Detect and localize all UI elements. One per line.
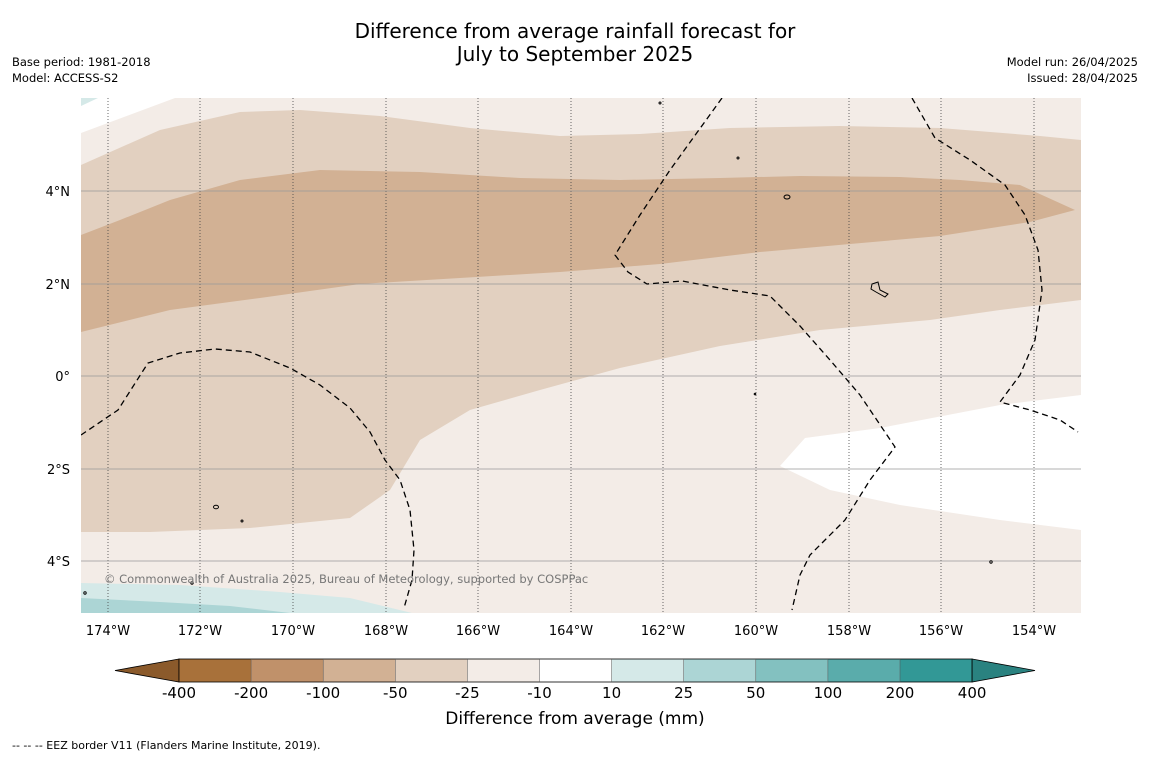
colorbar-segment	[323, 659, 396, 682]
colorbar-segment	[395, 659, 468, 682]
colorbar-tick-label: -50	[383, 684, 408, 702]
colorbar-segment	[467, 659, 540, 682]
longitude-label: 162°W	[641, 624, 685, 639]
eez-borders	[81, 98, 1079, 611]
colorbar-tick-label: 25	[674, 684, 694, 702]
island-2	[213, 504, 219, 510]
contour-band-25-50	[81, 598, 290, 613]
island-4	[658, 101, 662, 105]
longitude-label: 154°W	[1012, 624, 1056, 639]
island-6	[240, 519, 244, 523]
model-text: Model: ACCESS-S2	[12, 71, 119, 85]
longitude-label: 164°W	[549, 624, 593, 639]
colorbar-extend-low	[114, 658, 180, 683]
colorbar-segment	[755, 659, 828, 682]
copyright-text: © Commonwealth of Australia 2025, Bureau…	[104, 572, 588, 586]
colorbar	[114, 658, 1036, 683]
latitude-label: 2°N	[46, 278, 71, 293]
island-3	[870, 281, 889, 298]
chart-title-line-1: Difference from average rainfall forecas…	[354, 19, 796, 43]
colorbar-segment	[539, 659, 612, 682]
islands	[83, 101, 993, 595]
colorbar-title: Difference from average (mm)	[445, 709, 705, 729]
meta-right: Model run: 26/04/2025 Issued: 28/04/2025	[1007, 54, 1138, 86]
gridlines	[81, 98, 1081, 613]
colorbar-tick-label: -400	[161, 684, 197, 702]
colorbar-segment	[900, 659, 973, 682]
eez-border-east	[911, 98, 1079, 433]
longitude-label: 160°W	[734, 624, 778, 639]
colorbar-segment	[683, 659, 756, 682]
longitude-label: 168°W	[364, 624, 408, 639]
island-7	[190, 581, 194, 585]
island-8	[83, 591, 87, 595]
colorbar-tick-label: -200	[234, 684, 269, 702]
latitude-labels: 4°N 2°N 0° 2°S 4°S	[46, 185, 71, 570]
island-10	[753, 392, 757, 396]
eez-border-central	[614, 98, 896, 611]
colorbar-segment	[179, 659, 252, 682]
colorbar-extend-high	[971, 658, 1036, 683]
longitude-label: 174°W	[86, 624, 130, 639]
longitude-label: 172°W	[178, 624, 222, 639]
colorbar-border	[178, 658, 973, 683]
contour-band-10-25-corner	[81, 98, 98, 106]
colorbar-tick-label: -100	[306, 684, 341, 702]
colorbar-tick-label: 50	[746, 684, 766, 702]
longitude-label: 170°W	[271, 624, 315, 639]
eez-border-west	[81, 348, 415, 609]
base-period-text: Base period: 1981-2018	[12, 55, 151, 69]
longitude-labels: 174°W 172°W 170°W 168°W 166°W 164°W 162°W 160°W…	[86, 624, 1056, 639]
footnote: -- -- -- EEZ border V11 (Flanders Marine…	[12, 739, 321, 752]
latitude-label: 4°S	[47, 555, 70, 570]
island-1	[783, 194, 791, 200]
island-9	[989, 560, 993, 564]
colorbar-segment	[251, 659, 324, 682]
latitude-label: 4°N	[46, 185, 71, 200]
latitude-label: 0°	[55, 370, 70, 385]
colorbar-segment	[611, 659, 684, 682]
colorbar-tick-label: 400	[957, 684, 987, 702]
chart-title-line-2: July to September 2025	[456, 42, 694, 66]
map-contours: © Commonwealth of Australia 2025, Bureau…	[81, 98, 1081, 613]
colorbar-tick-label: -25	[455, 684, 480, 702]
colorbar-segment	[827, 659, 900, 682]
colorbar-tick-label: 100	[813, 684, 843, 702]
longitude-label: 166°W	[456, 624, 500, 639]
meta-left: Base period: 1981-2018 Model: ACCESS-S2	[12, 54, 151, 86]
colorbar-tick-label: 200	[885, 684, 915, 702]
latitude-label: 2°S	[47, 463, 70, 478]
longitude-label: 158°W	[827, 624, 871, 639]
model-run-text: Model run: 26/04/2025	[1006, 55, 1138, 69]
contour-band-100-50	[81, 170, 1075, 332]
issued-text: Issued: 28/04/2025	[1027, 71, 1138, 85]
colorbar-tick-label: -10	[527, 684, 552, 702]
longitude-label: 156°W	[919, 624, 963, 639]
island-5	[736, 156, 740, 160]
colorbar-tick-label: 10	[602, 684, 622, 702]
